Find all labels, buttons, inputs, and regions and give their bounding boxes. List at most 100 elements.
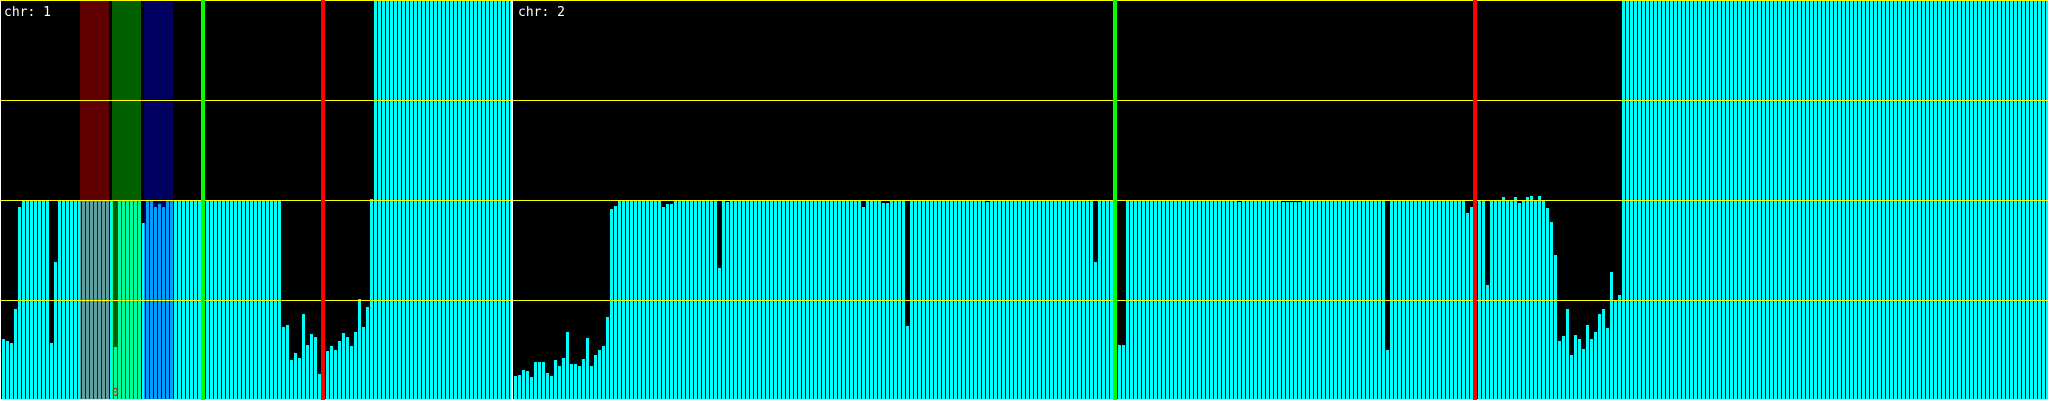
bar-chr2-261 xyxy=(1558,341,1561,400)
bar-chr2-218 xyxy=(1386,350,1389,400)
bar-chr1-13 xyxy=(54,262,57,400)
bar-chr2-275 xyxy=(1614,300,1617,400)
bar-chr2-22 xyxy=(602,346,605,400)
marker-line-chr2-2 xyxy=(1473,0,1477,400)
bar-chr1-72 xyxy=(290,360,293,400)
bar-chr2-92 xyxy=(882,203,885,400)
bar-chr2-260 xyxy=(1554,255,1557,400)
chr-1-label: chr: 1 xyxy=(4,5,51,20)
bar-chr2-4 xyxy=(530,377,533,400)
bar-chr2-251 xyxy=(1518,203,1521,400)
bar-chr2-259 xyxy=(1550,222,1553,400)
bar-chr1-71 xyxy=(286,325,289,400)
bar-chr2-17 xyxy=(582,359,585,400)
bar-chr1-12 xyxy=(50,343,53,400)
bar-chr2-271 xyxy=(1598,314,1601,400)
bar-chr1-90 xyxy=(362,327,365,400)
bar-chr2-263 xyxy=(1566,309,1569,400)
bar-chr2-98 xyxy=(906,326,909,400)
chr-2-label: chr: 2 xyxy=(518,5,565,20)
bar-chr2-12 xyxy=(562,358,565,400)
bar-chr2-151 xyxy=(1118,345,1121,400)
chr-divider xyxy=(511,0,513,400)
bar-chr2-272 xyxy=(1602,309,1605,400)
bar-chr1-73 xyxy=(294,353,297,400)
bar-chr1-83 xyxy=(334,350,337,400)
bar-chr2-51 xyxy=(718,268,721,400)
bar-chr2-265 xyxy=(1574,335,1577,400)
marker-line-chr2-1 xyxy=(1113,0,1117,400)
bar-chr2-93 xyxy=(886,203,889,400)
bar-chr2-239 xyxy=(1470,207,1473,400)
bar-chr2-6 xyxy=(538,362,541,400)
bar-chr1-40 xyxy=(162,207,165,400)
bar-chr1-79 xyxy=(318,374,321,400)
bar-chr2-243 xyxy=(1486,285,1489,400)
bar-chr1-0 xyxy=(2,339,5,400)
bar-chr2-238 xyxy=(1466,213,1469,400)
bar-chr2-266 xyxy=(1578,339,1581,400)
bar-chr1-38 xyxy=(154,207,157,400)
bar-chr1-78 xyxy=(314,337,317,400)
bar-chr2-13 xyxy=(566,332,569,400)
bar-chr1-70 xyxy=(282,327,285,400)
bar-chr1-3 xyxy=(14,309,17,400)
bar-chr2-38 xyxy=(666,204,669,400)
bar-chr1-4 xyxy=(18,207,21,400)
bar-chr2-250 xyxy=(1514,197,1517,400)
bar-chr2-23 xyxy=(606,317,609,400)
chr-divider xyxy=(0,0,1,400)
gridline-4 xyxy=(0,0,2048,1)
bar-chr2-152 xyxy=(1122,345,1125,400)
bar-chr2-87 xyxy=(862,207,865,400)
bar-chr2-10 xyxy=(554,360,557,400)
bar-chr1-35 xyxy=(142,223,145,400)
bar-chr1-75 xyxy=(302,314,305,400)
bar-chr1-85 xyxy=(342,333,345,400)
bar-chr2-19 xyxy=(590,366,593,400)
gridline-3 xyxy=(0,100,2048,101)
bar-chr2-15 xyxy=(574,364,577,400)
bar-chr2-8 xyxy=(546,373,549,400)
bar-chr1-86 xyxy=(346,337,349,400)
bar-chr2-39 xyxy=(670,204,673,400)
bar-chr1-84 xyxy=(338,341,341,400)
bar-chr1-1 xyxy=(6,341,9,400)
bar-chr1-91 xyxy=(366,307,369,400)
bar-chr2-21 xyxy=(598,350,601,400)
bar-chr2-24 xyxy=(610,209,613,400)
bar-chr2-16 xyxy=(578,366,581,400)
bar-chr2-276 xyxy=(1618,295,1621,400)
bar-chr2-0 xyxy=(514,376,517,400)
bar-chr2-7 xyxy=(542,362,545,400)
bar-chr2-264 xyxy=(1570,355,1573,400)
marker-line-chr1-2 xyxy=(321,0,325,400)
bar-chr2-258 xyxy=(1546,208,1549,400)
bar-chr2-268 xyxy=(1586,325,1589,400)
bar-chr2-267 xyxy=(1582,349,1585,400)
bar-chr1-89 xyxy=(358,299,361,400)
bar-chr2-254 xyxy=(1530,196,1533,400)
gridline-2 xyxy=(0,200,2048,201)
bar-chr2-269 xyxy=(1590,339,1593,400)
bar-chr1-74 xyxy=(298,358,301,400)
bar-chr2-262 xyxy=(1562,336,1565,400)
bar-chr2-247 xyxy=(1502,197,1505,400)
bar-chr2-2 xyxy=(522,370,525,400)
bar-chr1-87 xyxy=(350,346,353,400)
bar-chr1-39 xyxy=(158,204,161,400)
bar-chr2-9 xyxy=(550,376,553,400)
chr-1-annotation: 0 xyxy=(112,386,119,399)
bar-chr2-1 xyxy=(518,375,521,400)
bar-chr1-2 xyxy=(10,343,13,400)
bar-chr1-76 xyxy=(306,345,309,400)
marker-line-chr1-1 xyxy=(201,0,205,400)
bar-chr1-77 xyxy=(310,334,313,400)
bar-chr1-92 xyxy=(370,199,373,400)
bar-chr1-81 xyxy=(326,351,329,400)
bar-chr1-88 xyxy=(354,332,357,400)
bar-chr2-18 xyxy=(586,338,589,400)
bar-chr2-274 xyxy=(1610,272,1613,400)
